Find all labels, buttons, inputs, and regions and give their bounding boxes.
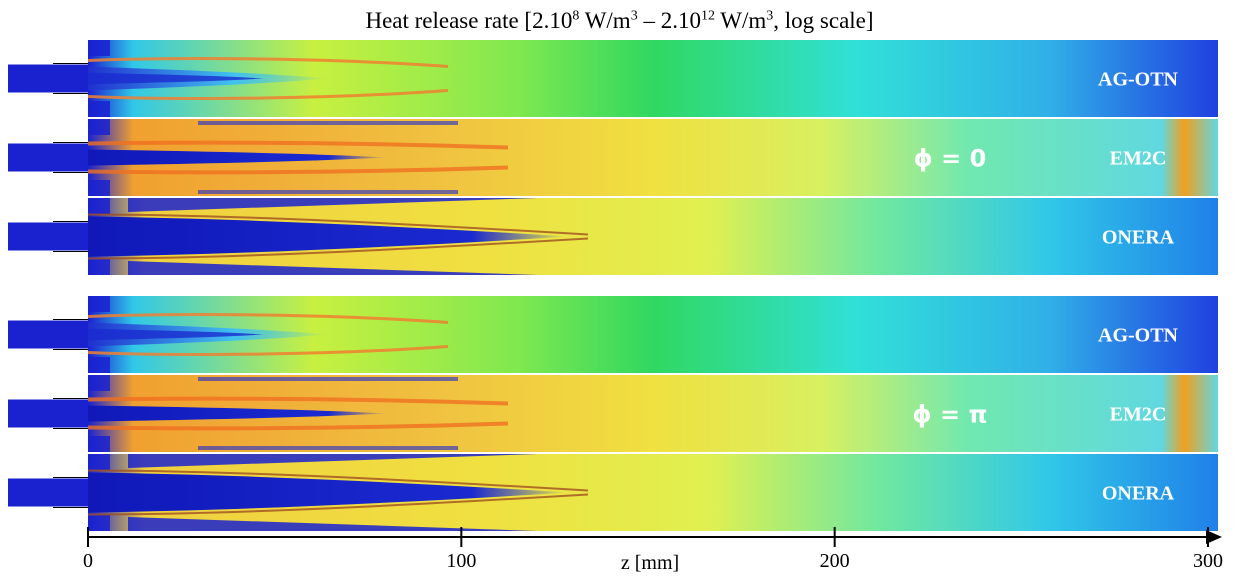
tick-label-100: 100 [446, 550, 476, 572]
panel-onera: ONERA [8, 454, 1218, 531]
flame-front [87, 57, 449, 68]
flame-front [87, 421, 509, 431]
phase-label: ϕ = π [913, 401, 988, 429]
corner-recirculation [88, 515, 110, 531]
wall-recirculation [128, 261, 538, 275]
flame-front [87, 396, 509, 406]
panel-label-em2c: EM2C [1110, 404, 1167, 426]
panel-em2c: EM2C [8, 375, 1218, 452]
wall-recirculation [128, 198, 538, 212]
corner-recirculation [88, 259, 110, 275]
inlet-channel [8, 222, 88, 251]
corner-recirculation [88, 296, 110, 312]
panel-agotn: AG-OTN [8, 296, 1218, 373]
flame-front [87, 165, 509, 175]
flame-front [87, 313, 449, 324]
inlet-channel [8, 320, 88, 349]
tick-label-0: 0 [83, 550, 93, 572]
panel-group-1: AG-OTN EM2C ONERA ϕ = 0 [8, 40, 1218, 275]
flame-front [87, 345, 449, 356]
flame-front [87, 213, 589, 236]
panel-label-onera: ONERA [1102, 227, 1175, 249]
inlet-channel [8, 399, 88, 428]
wall-band [198, 190, 458, 194]
inlet-channel [8, 64, 88, 93]
wall-band [198, 121, 458, 125]
panel-label-agotn: AG-OTN [1098, 325, 1179, 347]
tick-label-300: 300 [1193, 550, 1223, 572]
corner-recirculation [88, 454, 110, 470]
wall-recirculation [128, 454, 538, 468]
flame-core [88, 328, 263, 341]
flame-core [88, 72, 263, 85]
corner-recirculation [88, 40, 110, 56]
flame-front [87, 493, 589, 516]
flame-core [88, 405, 388, 422]
inlet-channel [8, 478, 88, 507]
flame-front [87, 237, 589, 260]
wall-band [198, 446, 458, 450]
wall-recirculation [128, 517, 538, 531]
axis-arrow [1206, 530, 1222, 544]
corner-recirculation [88, 101, 110, 117]
flame-core [88, 472, 568, 513]
panel-label-agotn: AG-OTN [1098, 69, 1179, 91]
corner-recirculation [88, 436, 110, 452]
corner-recirculation [88, 375, 110, 391]
flame-front [87, 89, 449, 100]
corner-recirculation [88, 198, 110, 214]
corner-recirculation [88, 357, 110, 373]
corner-recirculation [88, 119, 110, 135]
corner-recirculation [88, 180, 110, 196]
figure-title: Heat release rate [2.108 W/m3 – 2.1012 W… [365, 8, 874, 33]
wall-band [198, 377, 458, 381]
axis-label: z [mm] [621, 552, 679, 574]
panel-agotn: AG-OTN [8, 40, 1218, 117]
panel-onera: ONERA [8, 198, 1218, 275]
panel-label-onera: ONERA [1102, 483, 1175, 505]
inlet-channel [8, 143, 88, 172]
flame-front [87, 469, 589, 492]
tick-label-200: 200 [820, 550, 850, 572]
flame-core [88, 149, 388, 166]
panel-group-2: AG-OTN EM2C ONERA ϕ = π [8, 296, 1218, 531]
panel-label-em2c: EM2C [1110, 148, 1167, 170]
flame-core [88, 216, 568, 257]
flame-front [87, 140, 509, 150]
panel-em2c: EM2C [8, 119, 1218, 196]
phase-label: ϕ = 0 [914, 145, 987, 173]
